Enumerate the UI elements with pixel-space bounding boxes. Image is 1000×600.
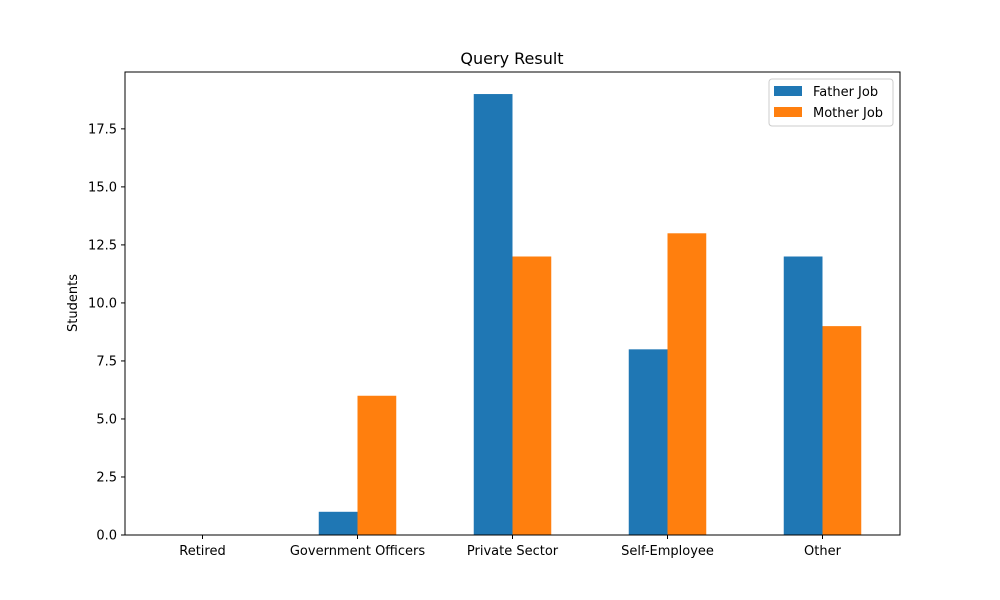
x-tick-label: Self-Employee: [621, 544, 714, 559]
x-tick-label: Private Sector: [467, 544, 559, 559]
bar-mother-job-3: [667, 233, 707, 535]
bar-mother-job-2: [512, 256, 552, 535]
bar-mother-job-4: [822, 326, 862, 535]
legend: Father Job Mother Job: [768, 78, 894, 127]
legend-swatch: [774, 86, 802, 96]
y-tick-label: 7.5: [96, 354, 117, 369]
y-tick-label: 0.0: [96, 529, 117, 544]
x-tick-label: Retired: [179, 544, 225, 559]
y-tick-label: 2.5: [96, 470, 117, 485]
legend-swatch: [774, 107, 802, 117]
y-tick-label: 5.0: [96, 412, 117, 427]
y-axis-label: Students: [66, 274, 81, 332]
legend-label: Mother Job: [813, 106, 883, 121]
y-tick-label: 12.5: [88, 238, 117, 253]
bar-father-job-4: [783, 256, 823, 535]
x-axis: Retired Government Officers Private Sector…: [179, 535, 842, 559]
y-axis: 0.0 2.5 5.0 7.5 10.0 12.5 15.0 17.5: [88, 122, 125, 544]
y-tick-label: 10.0: [88, 296, 117, 311]
legend-label: Father Job: [813, 85, 878, 100]
y-tick-label: 17.5: [88, 122, 117, 137]
bar-father-job-2: [473, 94, 513, 536]
chart-title: Query Result: [460, 49, 563, 68]
bar-father-job-3: [628, 349, 668, 535]
plot-area: [124, 71, 901, 536]
x-tick-label: Government Officers: [290, 544, 425, 559]
x-tick-label: Other: [804, 544, 842, 559]
bar-mother-job-1: [357, 395, 397, 535]
y-tick-label: 15.0: [88, 180, 117, 195]
bar-father-job-1: [318, 511, 358, 535]
